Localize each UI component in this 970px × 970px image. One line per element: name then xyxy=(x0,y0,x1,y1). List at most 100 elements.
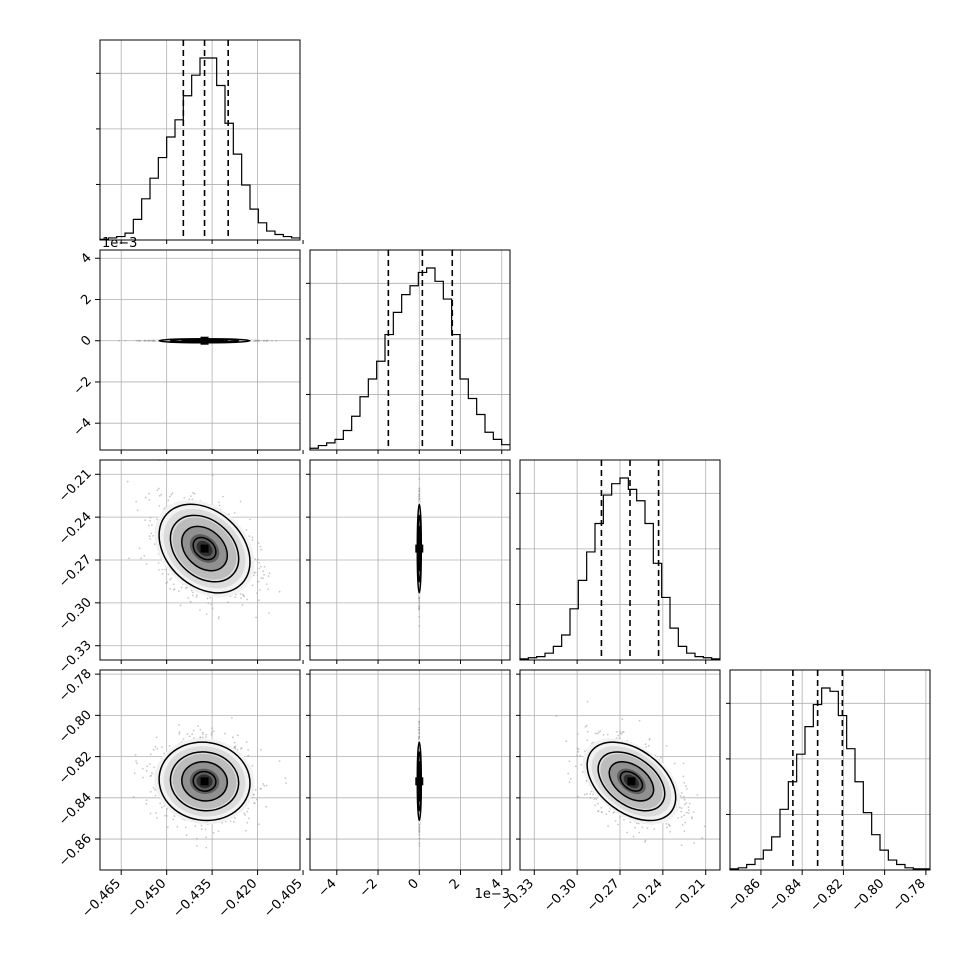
sample-point xyxy=(205,613,208,615)
contour-line-0 xyxy=(192,536,217,561)
sample-point xyxy=(233,741,236,744)
sample-point xyxy=(189,495,192,497)
sample-point xyxy=(246,821,249,824)
sample-point xyxy=(178,590,180,592)
sample-point xyxy=(156,489,159,492)
sample-point xyxy=(169,495,171,498)
sample-point xyxy=(209,596,212,599)
sample-point xyxy=(191,733,194,736)
sample-point xyxy=(262,339,265,342)
sample-point xyxy=(192,594,194,597)
sample-point xyxy=(161,806,163,809)
sample-point xyxy=(418,608,421,611)
sample-point xyxy=(245,741,248,743)
sample-point xyxy=(194,825,197,828)
sample-point xyxy=(145,563,148,565)
sample-point xyxy=(248,535,251,537)
sample-point xyxy=(166,581,169,584)
sample-point xyxy=(179,604,182,607)
sample-point xyxy=(136,762,138,765)
sample-point xyxy=(268,572,271,575)
sample-point xyxy=(170,493,173,496)
hist-panel-p2 xyxy=(516,459,721,661)
sample-point xyxy=(418,601,421,604)
sample-point xyxy=(167,499,170,502)
sample-point xyxy=(265,784,268,787)
sample-point xyxy=(210,603,213,606)
sample-point xyxy=(171,492,174,494)
sample-point xyxy=(145,339,148,342)
sample-point xyxy=(148,499,151,501)
density-peak xyxy=(200,544,209,553)
sample-point xyxy=(263,565,266,568)
sample-point xyxy=(253,571,256,574)
sample-point xyxy=(260,548,263,551)
sample-point xyxy=(265,583,268,585)
pair-panel-p0-p1 xyxy=(99,249,301,451)
sample-point xyxy=(239,500,242,503)
sample-point xyxy=(147,524,150,527)
panel-frame xyxy=(309,249,511,451)
sample-point xyxy=(136,509,139,512)
pair-panel-p1-p2 xyxy=(309,459,511,661)
sample-point xyxy=(157,562,160,564)
panel-frame xyxy=(729,669,931,871)
sample-point xyxy=(168,745,171,747)
sample-point xyxy=(187,597,190,599)
contour-line-2 xyxy=(169,514,240,583)
sample-point xyxy=(148,535,151,538)
sample-point xyxy=(244,814,247,816)
sample-point xyxy=(245,529,248,531)
histogram-p0 xyxy=(99,57,300,240)
sample-point xyxy=(268,612,270,614)
sample-point xyxy=(197,725,200,727)
panel-content xyxy=(100,250,300,450)
sample-point xyxy=(255,798,258,801)
sample-point xyxy=(234,745,237,748)
contour-line-1 xyxy=(181,525,229,572)
sample-point xyxy=(166,826,169,828)
sample-point xyxy=(418,616,421,618)
sample-point xyxy=(135,760,138,763)
sample-point xyxy=(258,589,261,591)
sample-point xyxy=(145,769,148,772)
sample-point xyxy=(275,339,278,342)
sample-point xyxy=(173,815,176,817)
sample-point xyxy=(418,489,421,492)
sample-point xyxy=(193,492,196,495)
sample-point xyxy=(231,717,233,719)
sample-point xyxy=(158,569,160,571)
sample-point xyxy=(144,519,147,521)
histogram-p2 xyxy=(519,477,720,660)
sample-point xyxy=(169,588,172,590)
sample-point xyxy=(135,339,138,342)
sample-point xyxy=(255,339,257,342)
sample-point xyxy=(233,512,236,514)
sample-point xyxy=(139,339,142,342)
sample-point xyxy=(259,545,262,548)
sample-point xyxy=(185,834,188,837)
sample-point xyxy=(218,504,221,507)
sample-point xyxy=(258,567,261,570)
sample-point xyxy=(146,765,149,768)
sample-point xyxy=(418,599,421,602)
sample-point xyxy=(160,493,163,496)
sample-point xyxy=(150,532,153,535)
sample-point xyxy=(199,609,201,611)
sample-point xyxy=(149,763,151,765)
sample-point xyxy=(217,617,220,620)
sample-point xyxy=(254,558,256,560)
sample-point xyxy=(418,604,421,607)
panel-frame xyxy=(99,249,301,451)
sample-point xyxy=(196,594,198,596)
sample-point xyxy=(222,495,224,498)
sample-point xyxy=(163,752,165,755)
sample-point xyxy=(260,577,262,579)
sample-point xyxy=(149,516,152,519)
sample-point xyxy=(128,557,131,560)
sample-point xyxy=(211,474,214,477)
sample-point xyxy=(192,491,195,494)
sample-point xyxy=(164,568,167,571)
sample-point xyxy=(189,600,192,603)
